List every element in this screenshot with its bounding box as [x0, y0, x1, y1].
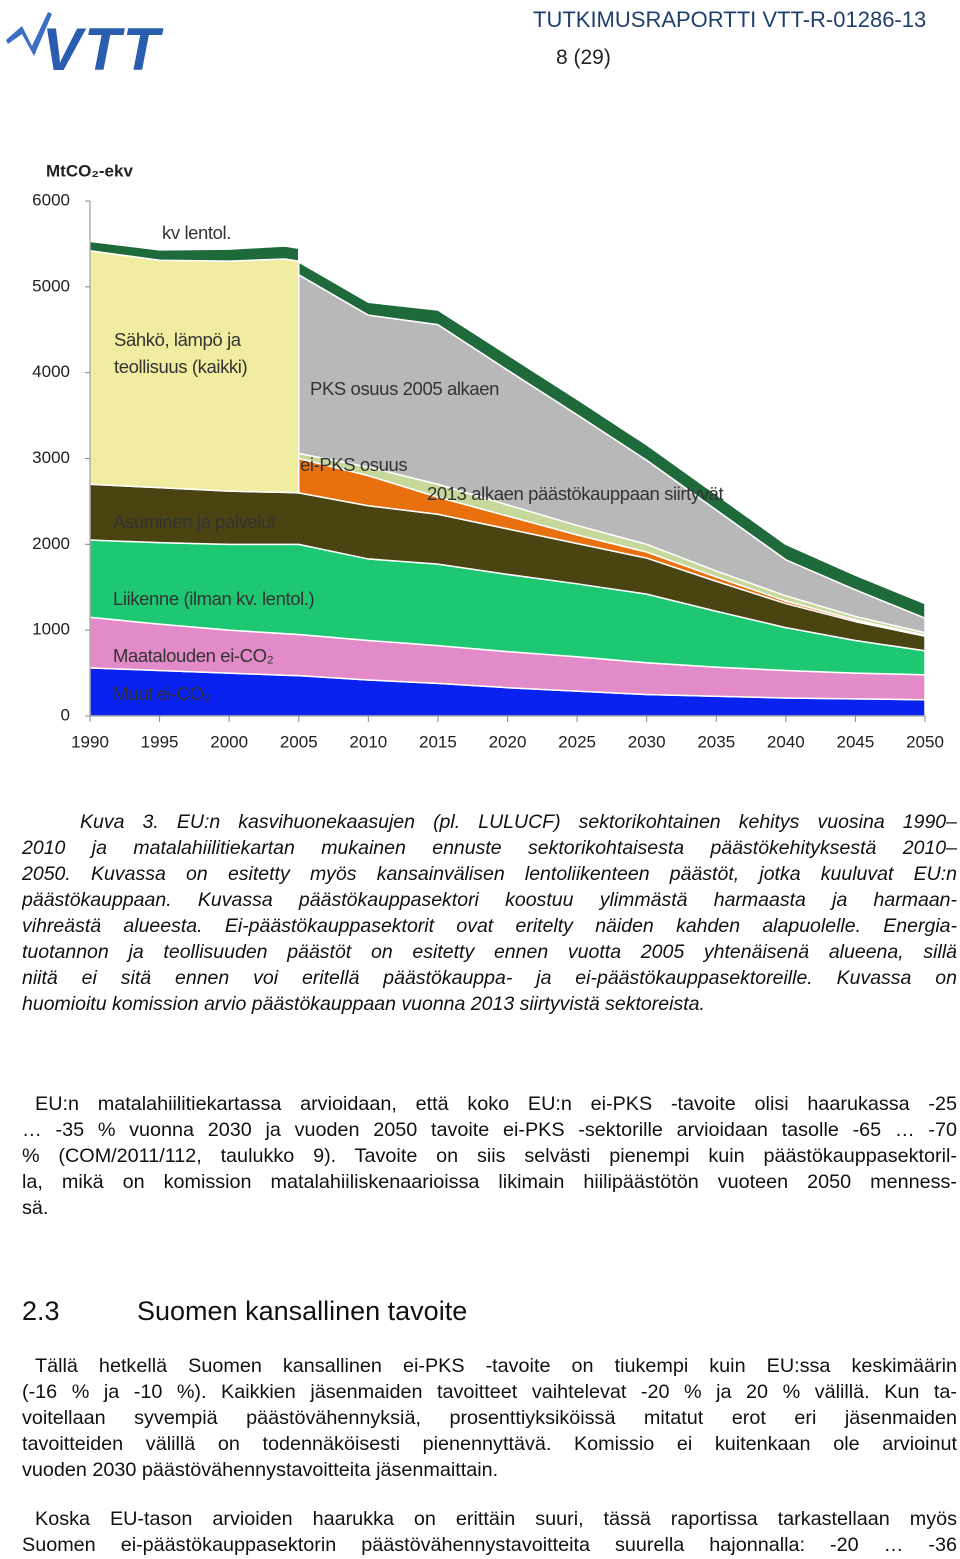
y-tick-label: 0 — [61, 705, 70, 724]
text-line: Tällä hetkellä Suomen kansallinen ei-PKS… — [35, 1355, 957, 1377]
x-tick-label: 2045 — [837, 732, 875, 751]
x-tick-label: 1995 — [141, 732, 179, 751]
x-tick-label: 2040 — [767, 732, 805, 751]
text-line: Koska EU-tason arvioiden haarukka on eri… — [35, 1508, 957, 1530]
x-tick-label: 2035 — [697, 732, 735, 751]
text-line: (-16 % ja -10 %). Kaikkien jäsenmaiden t… — [22, 1381, 957, 1403]
text-line: 2010 ja matalahiilitiekartan mukainen en… — [22, 837, 957, 859]
text-line: la, mikä on komission matalahiiliskenaar… — [22, 1171, 957, 1193]
section-number: 2.3 — [22, 1296, 60, 1326]
y-tick-label: 1000 — [32, 620, 70, 639]
text-line: tavoitteiden välillä on todennäköisesti … — [22, 1433, 957, 1455]
text-line: päästökauppaan. Kuvassa päästökauppasekt… — [22, 889, 957, 911]
x-tick-label: 2000 — [210, 732, 248, 751]
x-tick-label: 2050 — [906, 732, 944, 751]
logo-mark — [6, 12, 52, 56]
series-label: 2013 alkaen päästökauppaan siirtyvät — [427, 483, 724, 504]
x-tick-label: 2025 — [558, 732, 596, 751]
text-line: vihreästä alueesta. Ei-päästökauppasekto… — [22, 915, 957, 937]
y-tick-label: 6000 — [32, 190, 70, 209]
text-line: % (COM/2011/112, taulukko 9). Tavoite on… — [22, 1145, 957, 1167]
x-tick-label: 2030 — [628, 732, 666, 751]
series-label: PKS osuus 2005 alkaen — [310, 378, 500, 399]
chart-labels: Muut ei-CO₂ Maatalouden ei-CO₂ Liikenne (i… — [113, 222, 724, 704]
y-axis-title: MtCO₂-ekv — [46, 161, 133, 180]
text-line: … -35 % vuonna 2030 ja vuoden 2050 tavoi… — [22, 1119, 957, 1141]
series-label: Liikenne (ilman kv. lentol.) — [113, 588, 315, 609]
text-line: Suomen ei-päästökauppasektorin päästöväh… — [22, 1534, 957, 1556]
text-line: voitellaan syvempiä päästövähennyksiä, p… — [22, 1407, 957, 1429]
chart: MtCO₂-ekv 0 1000 2000 3000 4000 5000 6000 1990 1… — [32, 161, 944, 751]
page-number: 8 (29) — [556, 46, 611, 69]
y-tick-label: 5000 — [32, 276, 70, 295]
series-label: Maatalouden ei-CO₂ — [113, 645, 274, 666]
y-tick-label: 4000 — [32, 362, 70, 381]
text-line: 2050. Kuvassa on esitetty myös kansainvä… — [22, 863, 957, 885]
text-line: tuotannon ja teollisuuden päästöt on esi… — [22, 941, 957, 963]
x-tick-label: 2015 — [419, 732, 457, 751]
y-tick-label: 3000 — [32, 448, 70, 467]
x-tick-label: 2010 — [349, 732, 387, 751]
x-tick-label: 2005 — [280, 732, 318, 751]
area — [89, 240, 926, 619]
series-label: kv lentol. — [162, 222, 232, 243]
text-line: sä. — [22, 1197, 49, 1219]
series-label: Asuminen ja palvelut — [113, 511, 276, 532]
text-line: huomioitu komission arvio päästökauppaan… — [22, 993, 705, 1015]
text-line: EU:n matalahiilitiekartassa arvioidaan, … — [35, 1093, 957, 1115]
section-title: Suomen kansallinen tavoite — [137, 1296, 468, 1326]
y-tick-label: 2000 — [32, 534, 70, 553]
x-tick-label: 1990 — [71, 732, 109, 751]
report-id: TUTKIMUSRAPORTTI VTT-R-01286-13 — [533, 7, 927, 32]
series-label: ei-PKS osuus — [300, 454, 408, 475]
text-line: niitä ei sitä ennen voi eritellä päästök… — [22, 967, 957, 989]
x-tick-label: 2020 — [489, 732, 527, 751]
series-label: Muut ei-CO₂ — [113, 683, 211, 704]
logo-text: VTT — [42, 16, 164, 80]
text-line: Kuva 3. EU:n kasvihuonekaasujen (pl. LUL… — [80, 811, 957, 833]
text-line: vuoden 2030 päästövähennystavoitteita jä… — [22, 1459, 499, 1481]
series-label: Sähkö, lämpö ja teollisuus (kaikki) — [114, 329, 248, 377]
logo: VTT — [6, 12, 164, 80]
